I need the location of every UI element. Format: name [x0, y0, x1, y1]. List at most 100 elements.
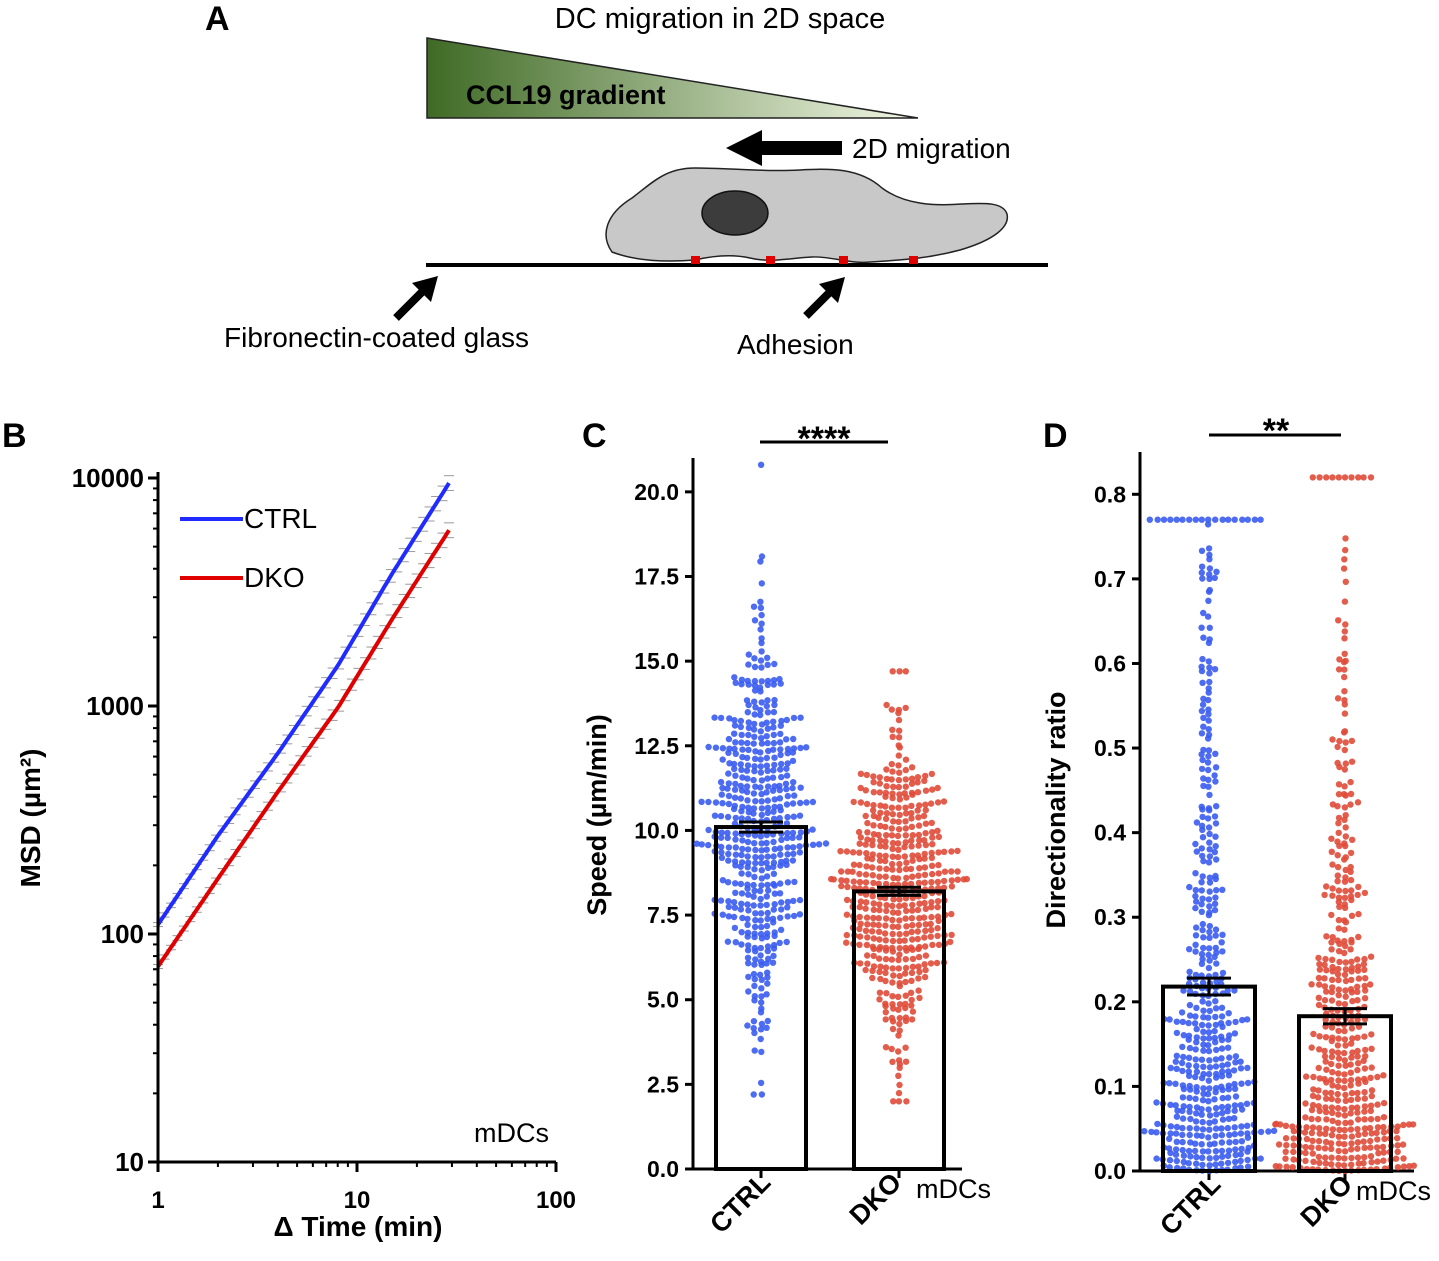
panel-d-ctrl-point	[1206, 1162, 1213, 1169]
panel-c-dko-point	[876, 955, 883, 962]
panel-d-ctrl-point	[1225, 1147, 1233, 1154]
panel-c-ctrl-point	[770, 718, 777, 725]
panel-d-ctrl-point	[1198, 1111, 1205, 1118]
panel-c-dko-point	[902, 756, 910, 763]
substrate-pointer-arrow	[393, 286, 428, 321]
panel-d-dko-point	[1354, 1126, 1361, 1133]
panel-d-ctrl-point	[1199, 679, 1206, 686]
panel-c-dko-point	[921, 871, 929, 878]
panel-c-ctrl-point	[731, 904, 739, 911]
panel-d-dko-point	[1354, 1089, 1361, 1097]
panel-c-dko-point	[870, 802, 877, 809]
panel-c-ctrl-point	[737, 782, 744, 790]
panel-c-ctrl-point	[764, 881, 771, 889]
panel-d-ctrl-point	[1173, 1029, 1181, 1037]
panel-c-dko-point	[907, 865, 915, 873]
panel-c-ctrl-point	[730, 913, 738, 921]
panel-d-dko-point	[1321, 1053, 1329, 1060]
panel-c-dko-point	[947, 938, 954, 946]
panel-c-ctrl-point	[758, 580, 765, 587]
panel-d-ctrl-point	[1219, 969, 1227, 977]
panel-c-ctrl-point	[738, 739, 745, 746]
panel-d-ctrl-point	[1218, 1125, 1225, 1132]
panel-c-dko-point	[915, 921, 923, 929]
panel-c-ctrl-point	[751, 840, 758, 847]
panel-c-ctrl-point	[809, 798, 817, 806]
panel-d-ctrl-point	[1219, 948, 1226, 955]
panel-c-ctrl-point	[758, 1048, 765, 1056]
panel-d-ctrl-point	[1154, 516, 1161, 523]
panel-c-dko-point	[916, 915, 923, 922]
panel-c-ctrl-point	[745, 746, 752, 754]
panel-c-dko-point	[895, 716, 903, 724]
panel-d-dko-point	[1323, 967, 1330, 974]
panel-c-dko-point	[934, 898, 942, 905]
panel-d-ctrl-point	[1225, 1082, 1232, 1089]
panel-c-dko-point	[915, 831, 922, 839]
panel-c-ctrl-point	[739, 837, 746, 844]
panel-c-letter: C	[582, 417, 607, 455]
panel-c-ctrl-point	[758, 639, 765, 647]
panel-c-ctrl-point	[796, 896, 804, 904]
panel-c-dko-point	[857, 920, 864, 927]
panel-c-dko-point	[896, 1020, 903, 1028]
panel-c-ctrl-point	[771, 696, 778, 704]
panel-d-dko-point	[1327, 1140, 1335, 1147]
panel-d-dko-point	[1341, 1106, 1348, 1113]
panel-d-ctrl-point	[1237, 1058, 1244, 1065]
panel-d-dko-point	[1392, 1155, 1400, 1162]
panel-d-dko-point	[1290, 1142, 1297, 1149]
panel-c-ctrl-point	[751, 698, 758, 705]
panel-d-dko-point	[1316, 1046, 1323, 1053]
panel-d-dko-point	[1348, 1140, 1355, 1147]
panel-c-ctrl-point	[750, 726, 758, 733]
panel-d-ctrl-point	[1192, 1046, 1199, 1053]
panel-c-ctrl-point	[724, 813, 732, 821]
panel-d-ctrl-point	[1206, 670, 1213, 677]
panel-c-dko-point	[837, 848, 844, 855]
panel-c-ctrl-point	[758, 664, 765, 671]
panel-d-ctrl-point	[1212, 998, 1219, 1005]
panel-d-ctrl-point	[1212, 516, 1219, 523]
panel-c-dko-point	[895, 742, 902, 749]
panel-c-dko-point	[883, 810, 891, 817]
panel-c-ctrl-point	[764, 661, 771, 668]
panel-d-dko-point	[1400, 1163, 1408, 1170]
panel-c-ctrl-point	[725, 913, 732, 920]
panel-c-ctrl-point	[764, 915, 771, 923]
panel-c-dko-point	[948, 848, 955, 855]
panel-c-dko-point	[934, 799, 942, 806]
panel-c-dko-point	[890, 1098, 897, 1105]
panel-d-dko-point	[1348, 1104, 1356, 1112]
panel-d-ctrl-point	[1186, 946, 1193, 953]
panel-c-dko-point	[909, 936, 916, 943]
panel-c-ctrl-point	[745, 651, 752, 658]
panel-d-ctrl-point	[1212, 1148, 1220, 1155]
panel-c-ctrl-point	[750, 1018, 758, 1025]
panel-d-ctrl-point	[1166, 1157, 1174, 1164]
panel-d-ctrl-point	[1206, 928, 1213, 936]
panel-d-dko-point	[1367, 1137, 1374, 1145]
panel-c-dko-point	[869, 893, 876, 900]
panel-c-ctrl-point	[719, 877, 727, 884]
panel-d-dko-point	[1323, 883, 1330, 890]
panel-c-ctrl-point	[726, 745, 733, 752]
panel-c-ctrl-point	[717, 812, 725, 820]
panel-c-ctrl-point	[739, 914, 746, 922]
panel-c-ctrl-point	[757, 1035, 764, 1043]
panel-d-dko-point	[1354, 1066, 1361, 1074]
panel-c-ctrl-point	[789, 800, 797, 807]
panel-d-dko-point	[1355, 1160, 1363, 1167]
panel-c-dko-point	[902, 956, 909, 963]
panel-c-ctrl-point	[776, 845, 784, 852]
panel-d-ctrl-point	[1211, 1096, 1218, 1103]
panel-c-dko-point	[896, 902, 903, 910]
panel-d-dko-point	[1315, 1144, 1322, 1152]
panel-d-dko-point	[1341, 650, 1348, 657]
panel-c-ctrl-point	[743, 754, 751, 762]
panel-c-dko-point	[875, 831, 882, 839]
panel-d-ctrl-point	[1193, 1034, 1201, 1041]
panel-d-ctrl-point	[1206, 846, 1213, 853]
panel-d-dko-point	[1362, 1053, 1369, 1060]
